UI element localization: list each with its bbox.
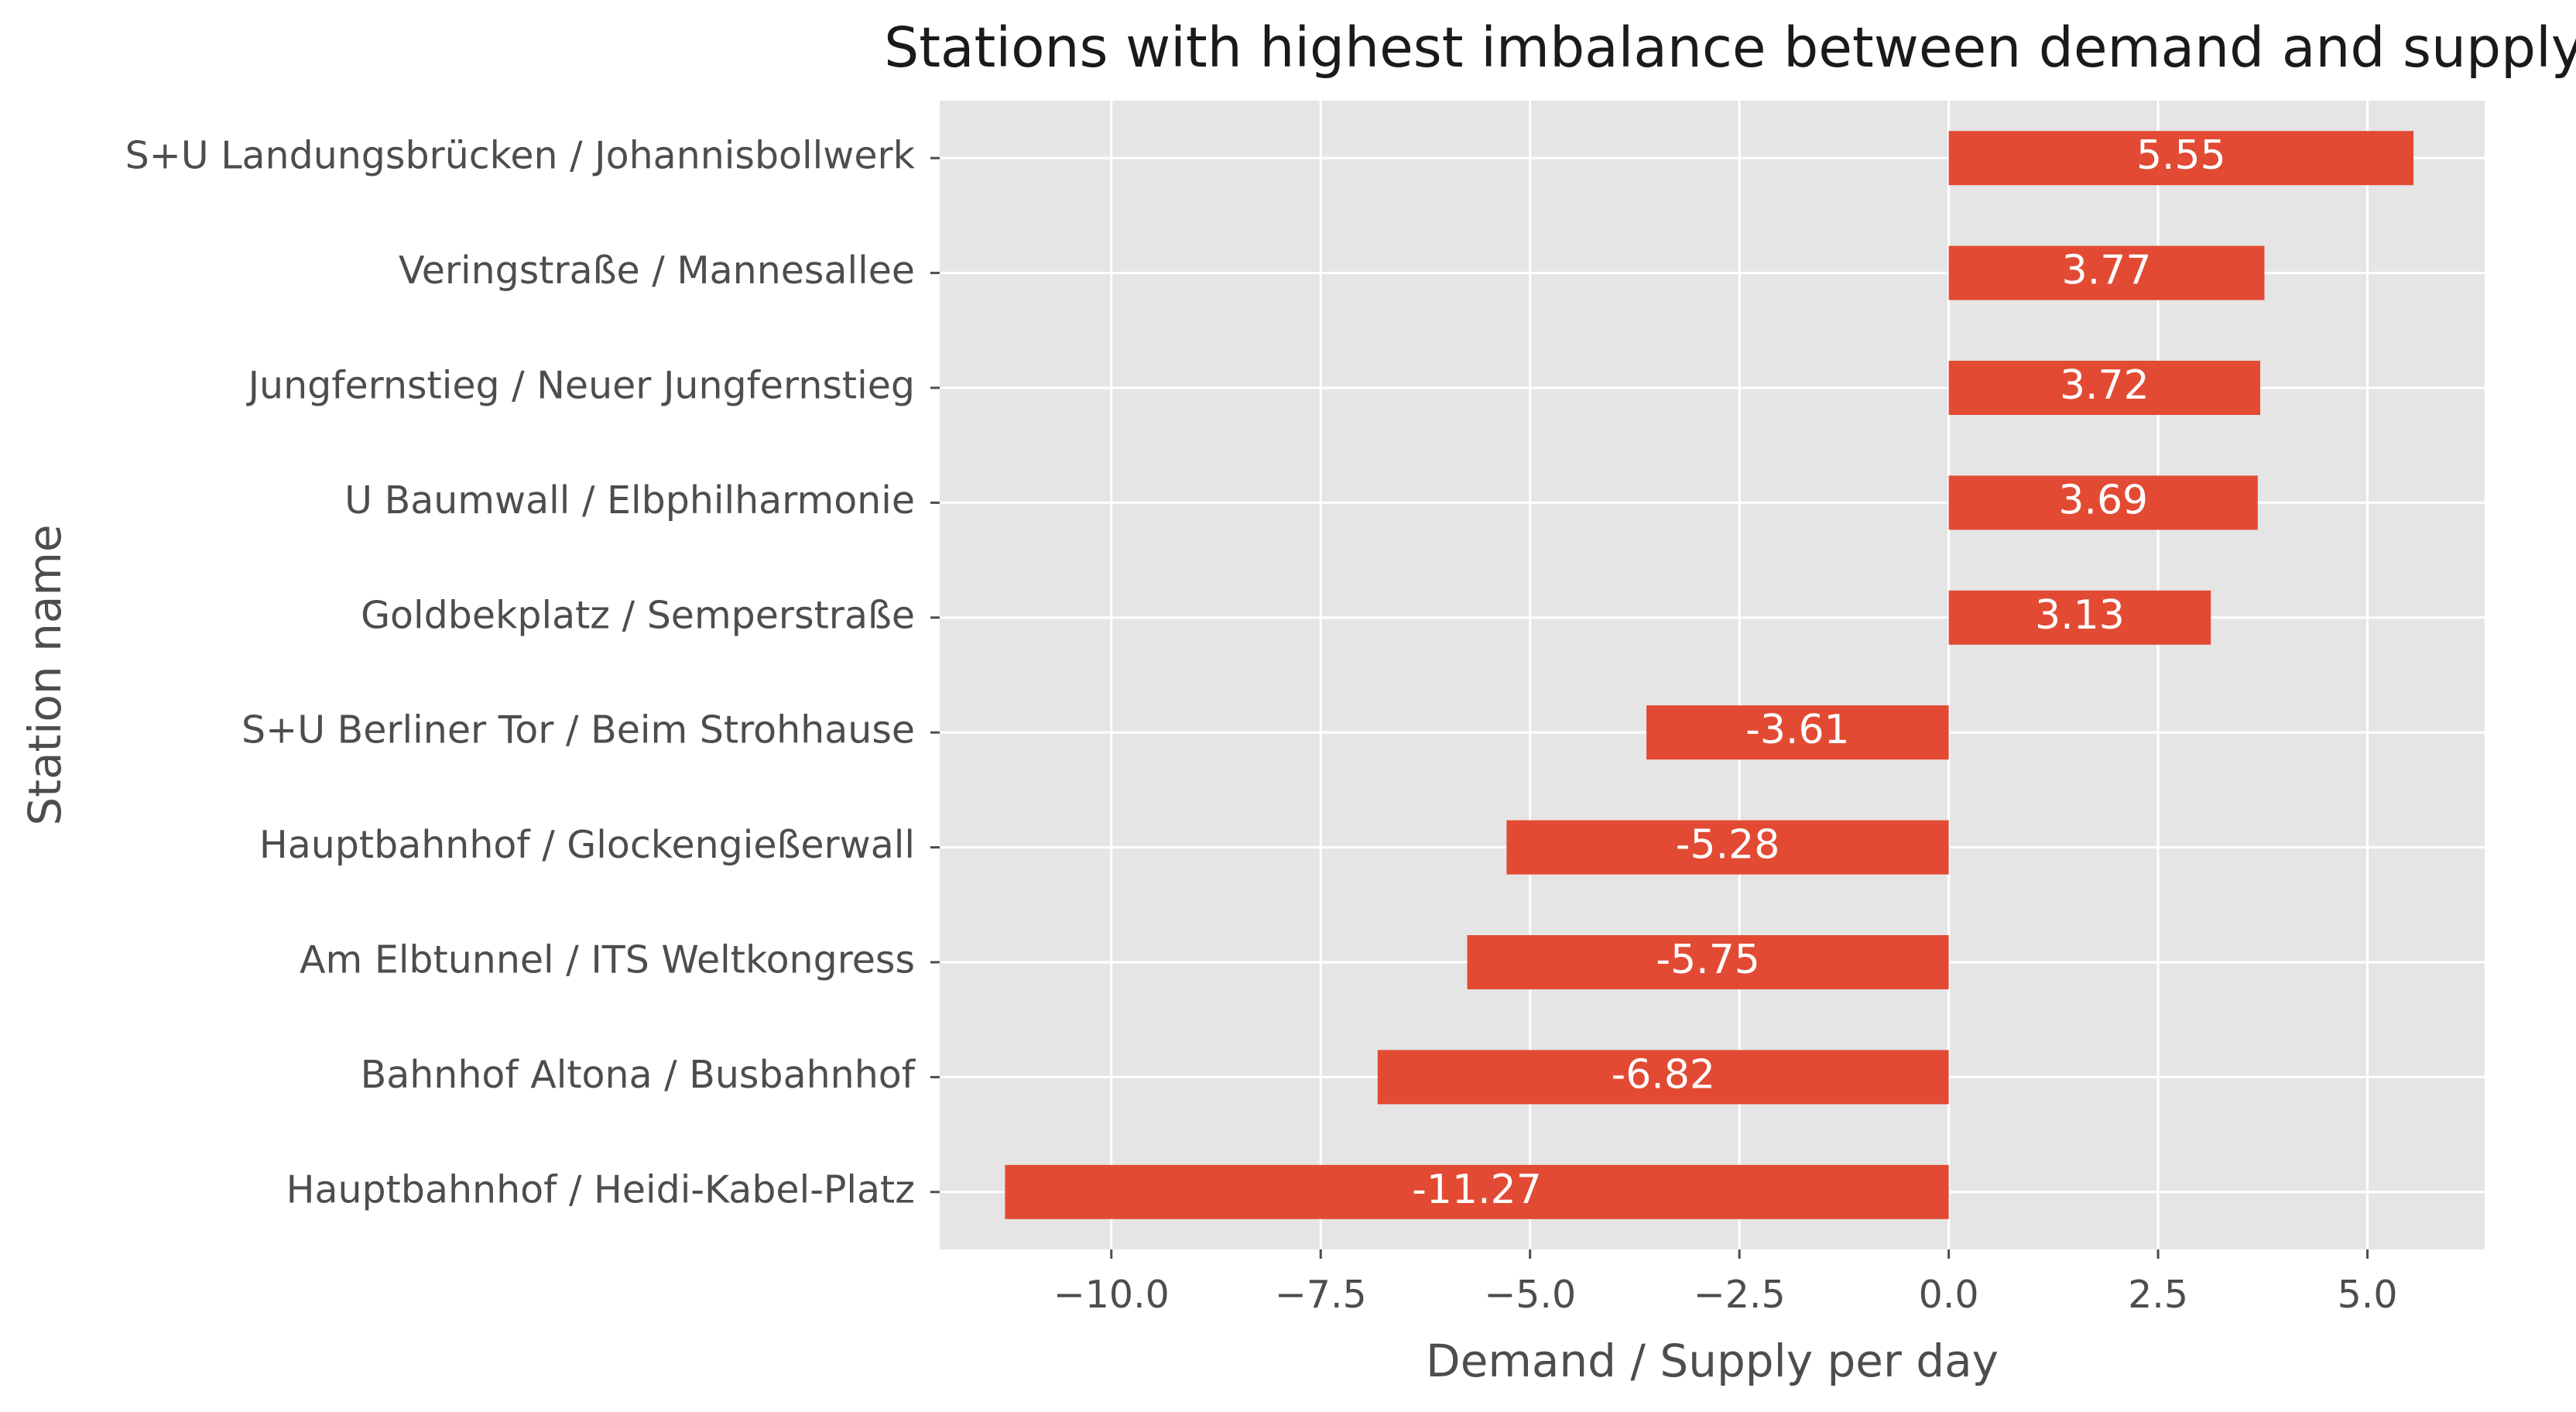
bar-value-label: -5.28 xyxy=(1676,822,1780,869)
y-tick-label: Bahnhof Altona / Busbahnhof xyxy=(361,1053,916,1097)
x-axis-label: Demand / Supply per day xyxy=(1426,1335,1999,1387)
bar xyxy=(1948,475,2258,530)
bar-value-label: -3.61 xyxy=(1745,707,1850,753)
chart-title: Stations with highest imbalance between … xyxy=(884,15,2576,80)
bar xyxy=(1948,590,2211,645)
bar xyxy=(1948,361,2261,415)
bar-value-label: 3.77 xyxy=(2062,248,2152,294)
bars xyxy=(1005,131,2414,1219)
y-tick-label: U Baumwall / Elbphilharmonie xyxy=(344,478,915,523)
x-tick-label: −2.5 xyxy=(1694,1273,1786,1317)
y-tick-label: Veringstraße / Mannesallee xyxy=(399,248,915,293)
bar xyxy=(1948,131,2414,186)
bar-value-label: -6.82 xyxy=(1611,1051,1715,1098)
bar-value-label: -5.75 xyxy=(1656,937,1760,983)
y-tick-label: Jungfernstieg / Neuer Jungfernstieg xyxy=(246,364,915,408)
y-tick-label: Am Elbtunnel / ITS Weltkongress xyxy=(300,938,915,982)
bar-labels: 5.55 3.77 3.72 3.69 3.13 -3.61 -5.28 -5.75 -6.82… xyxy=(1412,132,2226,1213)
bar xyxy=(1506,820,1949,875)
y-tick-label: Hauptbahnhof / Heidi-Kabel-Platz xyxy=(286,1167,915,1212)
y-tick-label: S+U Berliner Tor / Beim Strohhause xyxy=(242,708,915,752)
x-tick-label: −7.5 xyxy=(1275,1273,1367,1317)
x-tick-label: 2.5 xyxy=(2128,1273,2188,1317)
bar xyxy=(1377,1050,1949,1105)
y-tick-label: Goldbekplatz / Semperstraße xyxy=(361,593,915,637)
x-axis-ticks: −10.0 −7.5 −5.0 −2.5 0.0 2.5 5.0 xyxy=(1053,1249,2398,1317)
y-axis-ticks: S+U Landungsbrücken / Johannisbollwerk Ve… xyxy=(125,134,940,1212)
bar xyxy=(1646,705,1949,760)
y-tick-label: S+U Landungsbrücken / Johannisbollwerk xyxy=(125,134,916,178)
y-tick-label: Hauptbahnhof / Glockengießerwall xyxy=(259,823,915,867)
bar xyxy=(1948,245,2265,300)
bar xyxy=(1005,1164,1949,1219)
bar-value-label: 3.69 xyxy=(2058,477,2148,523)
y-axis-label: Station name xyxy=(19,524,71,825)
bar-value-label: 3.72 xyxy=(2060,362,2150,409)
bar-value-label: 5.55 xyxy=(2136,132,2226,179)
bar-value-label: -11.27 xyxy=(1412,1167,1542,1213)
x-tick-label: 0.0 xyxy=(1919,1273,1979,1317)
x-tick-label: −5.0 xyxy=(1484,1273,1576,1317)
bar-value-label: 3.13 xyxy=(2035,592,2125,639)
x-tick-label: −10.0 xyxy=(1053,1273,1170,1317)
bar xyxy=(1467,935,1949,989)
x-tick-label: 5.0 xyxy=(2338,1273,2398,1317)
